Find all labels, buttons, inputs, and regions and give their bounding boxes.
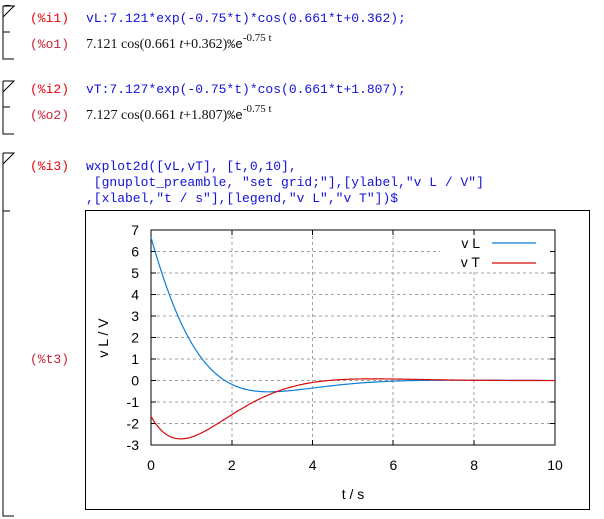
data-series <box>150 237 556 440</box>
x-tick-label: 2 <box>228 457 236 473</box>
output-label: (%o2) <box>30 108 70 123</box>
input-bracket-icon[interactable] <box>2 152 16 518</box>
output-expression: 7.127 cos(0.661 t+1.807)%e-0.75 t <box>86 103 272 123</box>
y-tick-label: 0 <box>131 373 139 389</box>
x-tick-label: 4 <box>309 457 317 473</box>
x-tick-label: 8 <box>470 457 478 473</box>
y-tick-label: 5 <box>131 265 139 281</box>
x-tick-label: 6 <box>390 457 398 473</box>
plot-border <box>150 229 556 446</box>
cell-1[interactable]: (%i1) vL:7.121*exp(-0.75*t)*cos(0.661*t+… <box>0 0 604 62</box>
series-line-vT <box>150 378 556 440</box>
output-label: (%o1) <box>30 37 70 52</box>
y-tick-label: 2 <box>131 330 139 346</box>
x-tick-label: 0 <box>147 457 155 473</box>
input-code-line-1[interactable]: wxplot2d([vL,vT], [t,0,10], <box>86 159 297 174</box>
x-axis-label: t / s <box>342 486 365 502</box>
y-axis-label: v L / V <box>95 318 111 358</box>
y-tick-label: -2 <box>127 416 140 432</box>
input-label: (%i2) <box>30 82 70 97</box>
y-tick-label: -1 <box>127 394 140 410</box>
legend-background <box>440 232 550 270</box>
input-code[interactable]: vT:7.127*exp(-0.75*t)*cos(0.661*t+1.807)… <box>86 82 406 97</box>
input-label: (%i3) <box>30 159 70 174</box>
input-label: (%i1) <box>30 11 70 26</box>
input-bracket-icon[interactable] <box>2 80 16 135</box>
y-tick-label: 6 <box>131 244 139 260</box>
cell-2[interactable]: (%i2) vT:7.127*exp(-0.75*t)*cos(0.661*t+… <box>0 75 604 137</box>
y-tick-label: 3 <box>131 308 139 324</box>
input-code[interactable]: vL:7.121*exp(-0.75*t)*cos(0.661*t+0.362)… <box>86 11 406 26</box>
cell-3[interactable]: (%i3) wxplot2d([vL,vT], [t,0,10], [gnupl… <box>0 148 604 519</box>
x-tick-labels: 0 2 4 6 8 10 <box>147 457 563 473</box>
legend-label-vL: v L <box>461 235 480 251</box>
y-tick-label: 7 <box>131 222 139 238</box>
y-tick-label: 1 <box>131 351 139 367</box>
input-code-line-3[interactable]: ,[xlabel,"t / s"],[legend,"v L","v T"])$ <box>86 191 399 206</box>
input-bracket-icon[interactable] <box>2 5 16 60</box>
legend-label-vT: v T <box>461 254 481 270</box>
output-expression: 7.121 cos(0.661 t+0.362)%e-0.75 t <box>86 32 272 52</box>
input-code-line-2[interactable]: [gnuplot_preamble, "set grid;"],[ylabel,… <box>86 175 484 190</box>
legend: v L v T <box>461 235 536 270</box>
y-tick-labels: 7 6 5 4 3 2 1 0 -1 -2 -3 <box>127 222 140 453</box>
y-tick-label: -3 <box>127 437 140 453</box>
output-label: (%t3) <box>30 352 70 367</box>
y-tick-label: 4 <box>131 287 139 303</box>
x-tick-label: 10 <box>547 457 563 473</box>
